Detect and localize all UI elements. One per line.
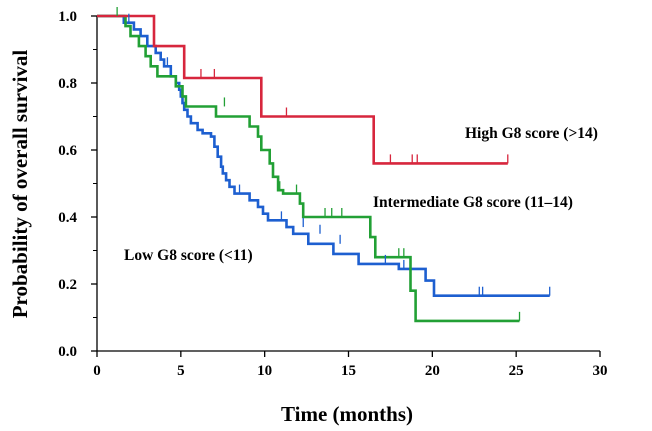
x-tick-label: 5: [177, 363, 185, 379]
y-axis-title: Probability of overall survival: [8, 50, 32, 319]
x-tick-label: 25: [509, 363, 524, 379]
survival-curve-2: [97, 14, 550, 297]
x-tick-label: 10: [257, 363, 272, 379]
x-tick-label: 20: [425, 363, 440, 379]
y-tick-label: 0.0: [58, 344, 77, 360]
x-tick-label: 0: [93, 363, 101, 379]
survival-curve-0: [97, 14, 508, 165]
y-tick-label: 0.4: [58, 210, 77, 226]
censor-marks: [116, 7, 551, 321]
y-tick-label: 0.6: [58, 143, 77, 159]
x-tick-label: 30: [593, 363, 608, 379]
series-label-intermediate: Intermediate G8 score (11–14): [373, 194, 573, 211]
survival-curve-1: [97, 14, 520, 323]
y-tick-label: 0.2: [58, 277, 77, 293]
x-tick-label: 15: [341, 363, 356, 379]
series-label-high: High G8 score (>14): [465, 125, 598, 142]
y-tick-label: 1.0: [58, 9, 77, 25]
x-axis-title: Time (months): [281, 402, 413, 426]
ticks: 0 5 10 15 20 25 30 0.0 0.2 0.4 0.6 0.8 1.0: [58, 9, 607, 379]
series-label-low: Low G8 score (<11): [124, 247, 253, 264]
series-lines: [97, 14, 550, 323]
axes: [96, 16, 600, 352]
y-tick-label: 0.8: [58, 76, 77, 92]
